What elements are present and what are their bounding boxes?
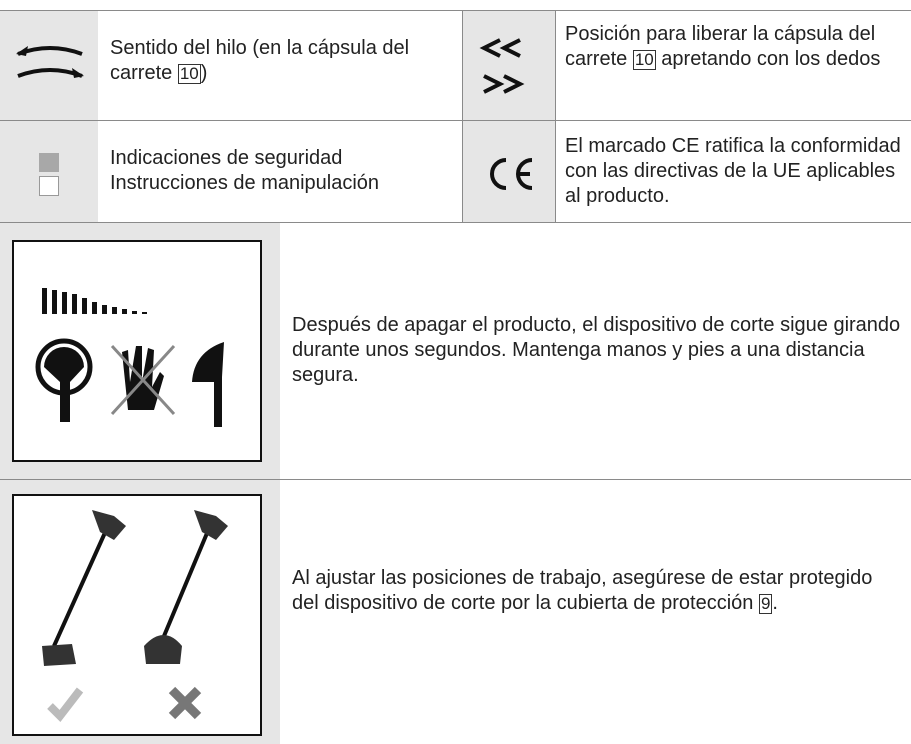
warning-text: Al ajustar las posiciones de trabajo, as… xyxy=(292,566,892,616)
text: Al ajustar las posiciones de trabajo, as… xyxy=(292,567,873,614)
release-position-icon xyxy=(479,38,525,94)
text: Indicaciones de seguridad xyxy=(110,147,343,169)
text: Instrucciones de manipulación xyxy=(110,172,380,194)
ref-number: 10 xyxy=(632,50,656,70)
text: Después de apagar el producto, el dispos… xyxy=(292,314,901,386)
rule xyxy=(555,10,556,222)
ce-mark-icon xyxy=(490,158,533,190)
warning-text: Después de apagar el producto, el dispos… xyxy=(292,313,907,388)
text: Sentido del hilo (en la cápsula del carr… xyxy=(110,37,410,84)
ref-number: 9 xyxy=(758,594,773,614)
symbol-text: Posición para liberar la cápsula del car… xyxy=(565,22,905,72)
symbol-text: El marcado CE ratifica la conformidad co… xyxy=(565,134,910,209)
rule xyxy=(0,10,911,11)
rule xyxy=(0,222,911,223)
rotation-warning-icon xyxy=(35,288,224,427)
rule xyxy=(462,10,463,222)
text: ) xyxy=(200,62,208,84)
symbol-text: Sentido del hilo (en la cápsula del carr… xyxy=(110,36,455,86)
text: apretando con los dedos xyxy=(655,48,881,70)
guard-position-icon xyxy=(42,510,228,723)
rule xyxy=(0,479,911,480)
text: Posición para liberar la cápsula del car… xyxy=(565,23,876,70)
image-frame xyxy=(12,494,262,736)
ref-number: 10 xyxy=(177,64,201,84)
image-frame xyxy=(12,240,262,462)
rule xyxy=(0,120,911,121)
symbol-text: Indicaciones de seguridad Instrucciones … xyxy=(110,146,455,196)
safety-squares-icon xyxy=(39,153,59,196)
text: . xyxy=(772,592,778,614)
thread-direction-icon xyxy=(16,46,84,78)
text: El marcado CE ratifica la conformidad co… xyxy=(565,135,901,207)
